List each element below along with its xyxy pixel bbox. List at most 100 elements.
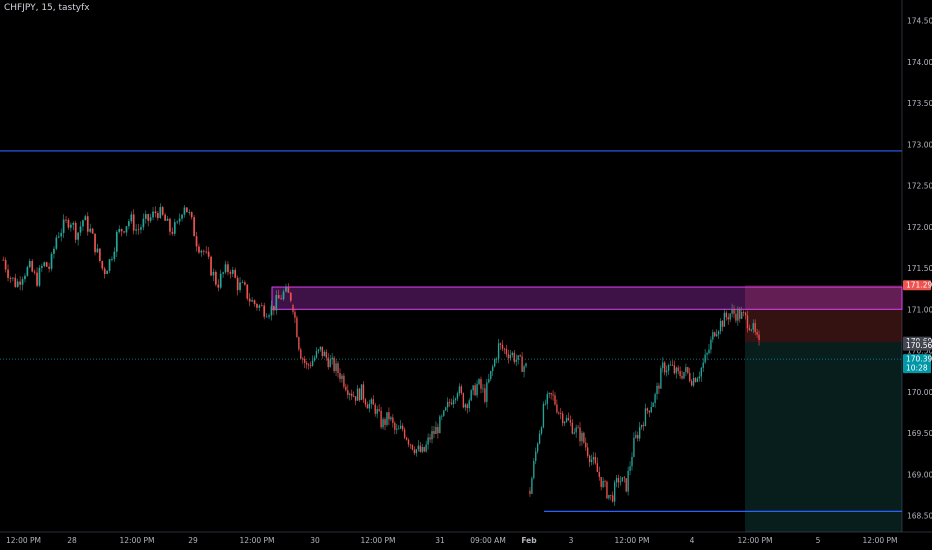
candle-body bbox=[685, 367, 687, 373]
candle-body bbox=[345, 386, 347, 391]
candle-body bbox=[476, 384, 478, 396]
candle-body bbox=[351, 393, 353, 397]
candle-body bbox=[419, 445, 421, 452]
candle-body bbox=[456, 393, 459, 399]
candle-body bbox=[159, 207, 162, 219]
candle-body bbox=[9, 277, 12, 279]
candle-body bbox=[169, 218, 171, 232]
candle-body bbox=[398, 428, 400, 430]
candle-body bbox=[598, 471, 600, 477]
candle-body bbox=[140, 227, 142, 230]
candle-body bbox=[317, 349, 320, 352]
candle-body bbox=[244, 282, 246, 285]
candle-body bbox=[741, 312, 743, 319]
x-tick-label: 12:00 PM bbox=[863, 536, 898, 545]
candle-body bbox=[511, 352, 513, 355]
candle-body bbox=[503, 348, 506, 350]
candle-body bbox=[531, 478, 533, 494]
candle-body bbox=[470, 390, 472, 401]
candle-body bbox=[327, 357, 329, 368]
candle-body bbox=[178, 218, 181, 222]
candle-body bbox=[86, 216, 89, 232]
candle-body bbox=[509, 354, 512, 359]
candle-body bbox=[251, 300, 253, 302]
take-profit-zone[interactable] bbox=[745, 342, 902, 532]
candle-body bbox=[277, 295, 280, 299]
candle-body bbox=[311, 360, 314, 366]
candle-body bbox=[217, 284, 220, 288]
candle-body bbox=[370, 399, 372, 404]
candle-body bbox=[692, 377, 695, 386]
candle-body bbox=[748, 328, 751, 331]
candle-body bbox=[712, 332, 714, 340]
candle-body bbox=[289, 292, 292, 301]
candle-body bbox=[639, 427, 641, 439]
candle-body bbox=[12, 277, 14, 279]
candle-body bbox=[662, 362, 664, 369]
x-tick-label: 29 bbox=[188, 536, 198, 545]
candle-body bbox=[677, 367, 679, 372]
candle-body bbox=[135, 229, 137, 231]
candle-body bbox=[573, 432, 575, 434]
candle-body bbox=[372, 399, 374, 405]
candle-body bbox=[615, 478, 618, 483]
candle-body bbox=[665, 370, 668, 373]
candle-body bbox=[382, 419, 384, 428]
candle-body bbox=[497, 343, 500, 359]
candle-body bbox=[656, 385, 658, 395]
candle-body bbox=[108, 259, 111, 271]
candle-body bbox=[200, 250, 203, 253]
x-tick-label: 12:00 PM bbox=[615, 536, 650, 545]
candle-body bbox=[7, 269, 9, 278]
candle-body bbox=[739, 309, 741, 319]
candle-body bbox=[306, 362, 308, 365]
x-tick-label: 09:00 AM bbox=[470, 536, 506, 545]
candle-body bbox=[411, 444, 414, 450]
candle-body bbox=[575, 427, 577, 433]
candle-body bbox=[704, 354, 706, 363]
candle-body bbox=[65, 219, 67, 221]
price-badge bbox=[903, 340, 931, 351]
candle-body bbox=[452, 400, 455, 405]
candle-body bbox=[721, 320, 724, 327]
candle-body bbox=[212, 271, 215, 276]
x-tick-label: 30 bbox=[310, 536, 320, 545]
candle-body bbox=[675, 367, 677, 374]
candle-body bbox=[28, 260, 31, 268]
candle-body bbox=[319, 346, 322, 350]
x-tick-label: Feb bbox=[521, 536, 537, 545]
candle-body bbox=[612, 495, 614, 502]
candle-body bbox=[403, 429, 406, 438]
candle-body bbox=[43, 262, 46, 267]
candle-body bbox=[484, 388, 486, 402]
candle-body bbox=[625, 478, 627, 492]
candle-body bbox=[658, 385, 660, 389]
candle-body bbox=[164, 214, 166, 221]
candle-body bbox=[285, 287, 287, 292]
candle-body bbox=[460, 386, 463, 394]
candle-body bbox=[689, 372, 691, 382]
x-tick-label: 4 bbox=[690, 536, 695, 545]
candle-body bbox=[263, 305, 266, 317]
candle-body bbox=[120, 229, 123, 232]
candle-body bbox=[458, 386, 461, 394]
y-tick-label: 169.000 bbox=[907, 470, 932, 479]
candle-body bbox=[425, 444, 427, 452]
candle-body bbox=[613, 482, 616, 502]
candle-body bbox=[188, 212, 191, 213]
stop-loss-zone[interactable] bbox=[745, 285, 902, 343]
candle-body bbox=[417, 445, 419, 450]
candle-body bbox=[183, 207, 186, 215]
candle-body bbox=[101, 261, 104, 269]
candle-body bbox=[513, 352, 515, 362]
candle-body bbox=[499, 343, 502, 345]
candle-body bbox=[538, 433, 541, 444]
candle-body bbox=[723, 312, 726, 327]
candle-body bbox=[583, 432, 585, 443]
candle-body bbox=[558, 412, 560, 414]
supply-zone[interactable] bbox=[271, 286, 903, 310]
candle-body bbox=[384, 419, 386, 425]
candle-body bbox=[660, 368, 662, 389]
candle-body bbox=[268, 315, 270, 317]
